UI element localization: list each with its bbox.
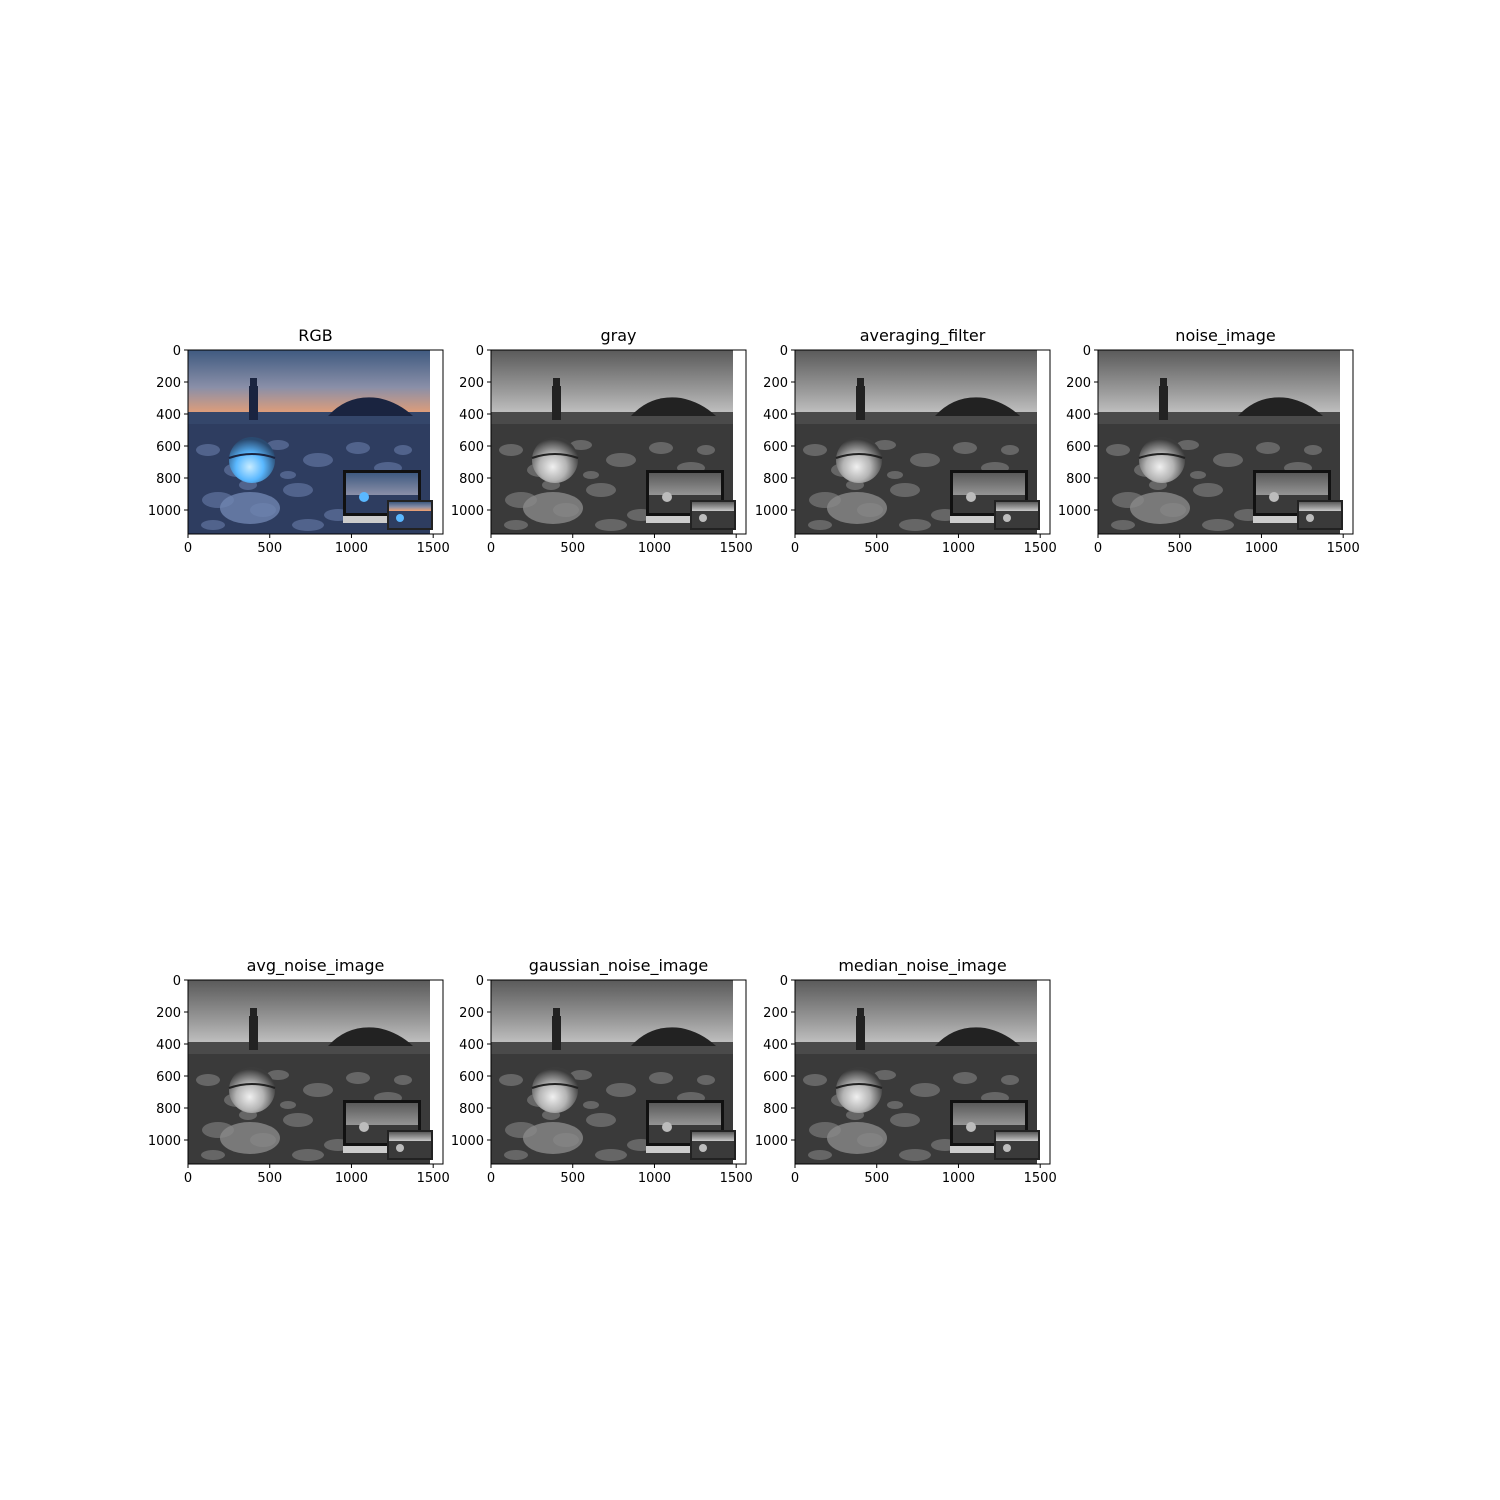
y-tick-label: 200 <box>763 1006 788 1021</box>
image-display <box>188 350 433 534</box>
axes-frame <box>1097 349 1354 535</box>
y-tick-label: 800 <box>459 472 484 487</box>
subplot-title: averaging_filter <box>860 326 986 346</box>
image-display <box>188 980 433 1164</box>
y-tick-label: 400 <box>763 408 788 423</box>
x-tick-label: 1000 <box>942 1171 975 1186</box>
x-tick-label: 0 <box>487 541 495 556</box>
subplot-gray: gray 0 500 1000 1500 0 200 400 600 800 1000 <box>451 326 753 556</box>
y-tick-label: 0 <box>476 344 484 359</box>
y-tick-label: 0 <box>173 344 181 359</box>
subplot-title: noise_image <box>1175 326 1275 346</box>
y-tick-label: 400 <box>459 1038 484 1053</box>
y-tick-label: 600 <box>156 1070 181 1085</box>
x-tick-label: 1500 <box>720 1171 753 1186</box>
subplot-noise-image: noise_image 0 500 1000 1500 0 200 400 600 800 1000 <box>1058 326 1360 556</box>
y-tick-label: 400 <box>1066 408 1091 423</box>
x-tick-label: 500 <box>257 541 282 556</box>
x-tick-label: 1500 <box>1024 1171 1057 1186</box>
axes-frame <box>794 349 1051 535</box>
x-tick-label: 500 <box>1167 541 1192 556</box>
x-tick-label: 500 <box>560 1171 585 1186</box>
y-tick-label: 0 <box>780 344 788 359</box>
y-tick-label: 200 <box>156 376 181 391</box>
y-tick-label: 0 <box>173 974 181 989</box>
x-tick-label: 1000 <box>942 541 975 556</box>
x-tick-label: 1000 <box>638 1171 671 1186</box>
image-display <box>1098 350 1343 534</box>
y-tick-label: 800 <box>459 1102 484 1117</box>
y-tick-label: 0 <box>1083 344 1091 359</box>
y-tick-label: 800 <box>156 1102 181 1117</box>
x-tick-label: 500 <box>560 541 585 556</box>
y-tick-label: 400 <box>459 408 484 423</box>
y-tick-label: 200 <box>1066 376 1091 391</box>
x-tick-label: 0 <box>791 1171 799 1186</box>
y-tick-label: 1000 <box>1058 504 1091 519</box>
y-tick-label: 600 <box>459 1070 484 1085</box>
y-tick-label: 600 <box>763 1070 788 1085</box>
y-tick-label: 200 <box>459 1006 484 1021</box>
axes-frame <box>187 979 444 1165</box>
subplot-avg-noise-image: avg_noise_image 0 500 1000 1500 0 200 400 600 800… <box>148 956 450 1186</box>
y-tick-label: 1000 <box>755 1134 788 1149</box>
y-tick-label: 0 <box>476 974 484 989</box>
axes-frame <box>490 349 747 535</box>
x-tick-label: 1000 <box>638 541 671 556</box>
subplot-median-noise-image: median_noise_image 0 500 1000 1500 0 200 400 600… <box>755 956 1057 1186</box>
x-tick-label: 1500 <box>417 541 450 556</box>
y-tick-label: 600 <box>1066 440 1091 455</box>
y-tick-label: 200 <box>763 376 788 391</box>
x-tick-label: 1000 <box>335 1171 368 1186</box>
x-tick-label: 1500 <box>1024 541 1057 556</box>
y-tick-label: 400 <box>763 1038 788 1053</box>
x-tick-label: 1500 <box>417 1171 450 1186</box>
y-tick-label: 600 <box>763 440 788 455</box>
axes-frame <box>490 979 747 1165</box>
x-tick-label: 1500 <box>1327 541 1360 556</box>
x-tick-label: 0 <box>791 541 799 556</box>
y-tick-label: 200 <box>156 1006 181 1021</box>
y-tick-label: 200 <box>459 376 484 391</box>
x-tick-label: 1000 <box>335 541 368 556</box>
x-tick-label: 0 <box>1094 541 1102 556</box>
y-tick-label: 800 <box>763 472 788 487</box>
axes-frame <box>187 349 444 535</box>
y-tick-label: 600 <box>459 440 484 455</box>
subplot-title: gray <box>600 326 636 345</box>
y-tick-label: 400 <box>156 1038 181 1053</box>
y-tick-label: 1000 <box>451 1134 484 1149</box>
subplot-title: RGB <box>298 326 333 345</box>
x-tick-label: 0 <box>184 541 192 556</box>
x-tick-label: 500 <box>864 1171 889 1186</box>
y-tick-label: 1000 <box>451 504 484 519</box>
x-tick-label: 500 <box>257 1171 282 1186</box>
subplot-averaging-filter: averaging_filter 0 500 1000 1500 0 200 400 600 80… <box>755 326 1057 556</box>
x-tick-label: 1500 <box>720 541 753 556</box>
image-display <box>491 350 736 534</box>
x-tick-label: 500 <box>864 541 889 556</box>
subplot-title: median_noise_image <box>838 956 1006 976</box>
y-tick-label: 400 <box>156 408 181 423</box>
subplot-gaussian-noise-image: gaussian_noise_image 0 500 1000 1500 0 200 400 6… <box>451 956 753 1186</box>
y-tick-label: 0 <box>780 974 788 989</box>
x-tick-label: 1000 <box>1245 541 1278 556</box>
image-display <box>795 980 1040 1164</box>
x-tick-label: 0 <box>487 1171 495 1186</box>
y-tick-label: 600 <box>156 440 181 455</box>
y-tick-label: 800 <box>1066 472 1091 487</box>
y-tick-label: 1000 <box>755 504 788 519</box>
axes-frame <box>794 979 1051 1165</box>
image-display <box>795 350 1040 534</box>
y-tick-label: 800 <box>763 1102 788 1117</box>
y-tick-label: 1000 <box>148 1134 181 1149</box>
subplot-RGB: RGB 0 500 1000 1500 0 200 400 600 800 1000 <box>148 326 450 556</box>
x-tick-label: 0 <box>184 1171 192 1186</box>
y-tick-label: 800 <box>156 472 181 487</box>
subplot-title: gaussian_noise_image <box>529 956 709 976</box>
subplot-title: avg_noise_image <box>247 956 385 976</box>
image-display <box>491 980 736 1164</box>
y-tick-label: 1000 <box>148 504 181 519</box>
